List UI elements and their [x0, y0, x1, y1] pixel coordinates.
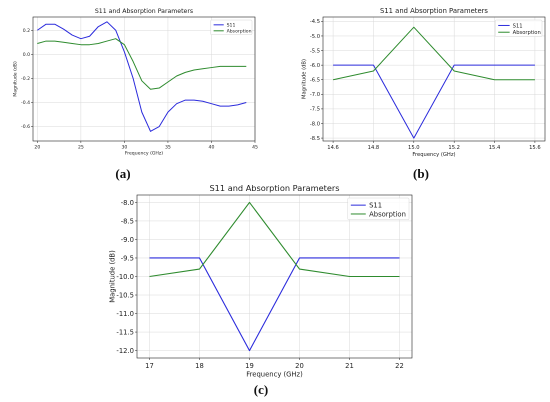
y-axis-label: Magnitude (dB) — [301, 59, 307, 99]
y-tick-label: -0.4 — [21, 100, 30, 106]
x-tick-label: 18 — [195, 362, 204, 370]
x-tick-label: 15.2 — [448, 145, 460, 151]
x-tick-label: 19 — [245, 362, 254, 370]
x-tick-label: 25 — [78, 145, 84, 151]
chart-title: S11 and Absorption Parameters — [95, 8, 193, 15]
y-axis-label: Magnitude (dB) — [12, 61, 18, 97]
legend-label: S11 — [369, 202, 382, 210]
legend-label: Absorption — [513, 30, 541, 36]
series-line-absorption — [149, 201, 400, 278]
series-line-s11 — [149, 257, 400, 352]
x-tick-label: 14.8 — [368, 145, 380, 151]
chart-title: S11 and Absorption Parameters — [209, 183, 339, 193]
x-tick-label: 45 — [252, 145, 258, 151]
x-tick-label: 20 — [34, 145, 40, 151]
y-tick-label: -5.5 — [310, 48, 320, 54]
series-line-s11 — [37, 21, 247, 132]
y-tick-label: -9.5 — [121, 254, 134, 262]
x-tick-label: 20 — [295, 362, 304, 370]
panel-label: (b) — [413, 166, 429, 181]
x-axis-label: Frequency (GHz) — [125, 151, 163, 157]
y-tick-label: -0.6 — [21, 124, 30, 130]
x-tick-label: 30 — [121, 145, 127, 151]
panel-label: (a) — [115, 166, 130, 181]
x-tick-label: 17 — [145, 362, 154, 370]
y-tick-label: -10.0 — [116, 273, 134, 281]
series-line-absorption — [332, 26, 535, 81]
x-tick-label: 40 — [209, 145, 215, 151]
legend-label: Absorption — [369, 210, 406, 218]
chart-panel-b: 14.6 14.8 15.0 15.2 15.4 15.6 -8.5 -8.0 -7.5 -7.0… — [301, 7, 546, 181]
chart-panel-a: 20 25 30 35 40 45 -0.6 -0.4 -0.2 0.0 0.2 S11 and Ab… — [12, 8, 258, 181]
y-axis-label: Magnitude (dB) — [109, 250, 117, 303]
y-tick-label: -0.2 — [21, 76, 30, 82]
y-tick-label: -10.5 — [116, 291, 134, 299]
x-axis-label: Frequency (GHz) — [246, 371, 303, 379]
x-tick-label: 15.6 — [529, 145, 541, 151]
series-line-s11 — [333, 64, 535, 139]
legend-label: S11 — [227, 22, 236, 28]
x-tick-label: 22 — [395, 362, 404, 370]
y-tick-label: -7.0 — [310, 92, 320, 98]
y-tick-label: -12.0 — [116, 347, 134, 355]
x-axis-label: Frequency (GHz) — [412, 152, 455, 158]
x-tick-label: 15.0 — [408, 145, 420, 151]
panel-label: (c) — [254, 382, 268, 397]
y-tick-label: -6.5 — [310, 78, 320, 84]
legend-label: S11 — [513, 23, 523, 29]
y-tick-label: 0.0 — [23, 52, 30, 58]
chart-panel-c: 17 18 19 20 21 22 -12.0 -11.5 -11.0 -10.5 -10.0 -9.… — [109, 183, 413, 397]
legend-label: Absorption — [227, 28, 252, 34]
y-tick-label: -8.5 — [121, 217, 134, 225]
y-tick-label: 0.2 — [23, 28, 30, 34]
series-line-absorption — [37, 38, 247, 90]
x-tick-label: 14.6 — [327, 145, 339, 151]
plot-frame — [322, 16, 546, 142]
y-tick-label: -11.0 — [116, 310, 134, 318]
chart-title: S11 and Absorption Parameters — [380, 7, 488, 15]
y-tick-label: -11.5 — [116, 328, 134, 336]
y-tick-label: -4.5 — [310, 19, 320, 25]
plot-frame — [32, 16, 256, 142]
x-tick-label: 21 — [345, 362, 354, 370]
x-tick-label: 15.4 — [489, 145, 501, 151]
y-tick-label: -9.0 — [121, 236, 134, 244]
y-tick-label: -8.0 — [310, 121, 320, 127]
x-tick-label: 35 — [165, 145, 171, 151]
y-tick-label: -8.0 — [121, 199, 134, 207]
y-tick-label: -6.0 — [310, 63, 320, 69]
y-tick-label: -7.5 — [310, 107, 320, 113]
y-tick-label: -8.5 — [310, 136, 320, 142]
y-tick-label: -5.0 — [310, 34, 320, 40]
